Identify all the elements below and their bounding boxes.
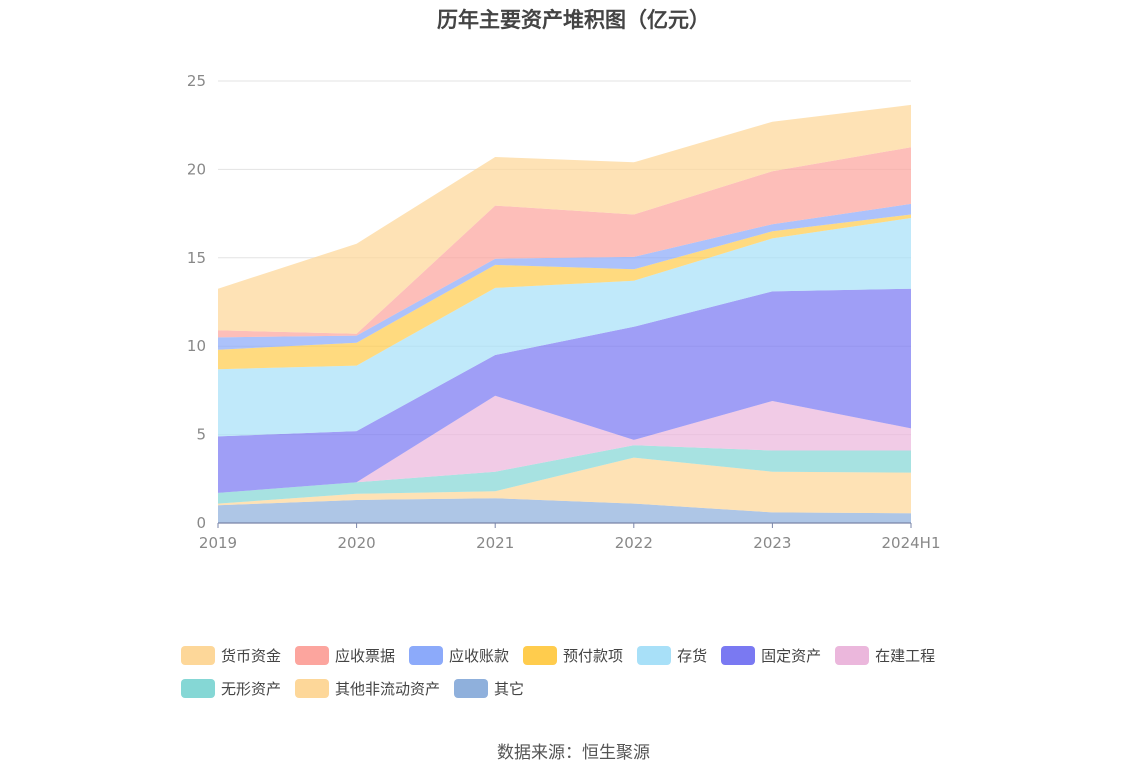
legend-label: 固定资产 xyxy=(761,647,822,665)
area-series-预付款项 xyxy=(218,214,911,370)
legend-item[interactable]: 在建工程 xyxy=(835,645,935,666)
legend-swatch xyxy=(835,646,870,665)
area-series-其它 xyxy=(218,498,911,523)
x-tick-label: 2021 xyxy=(476,534,514,552)
y-tick-label: 25 xyxy=(187,72,206,90)
legend-item[interactable]: 货币资金 xyxy=(181,645,281,666)
legend-swatch xyxy=(181,679,215,698)
x-tick-label: 2024H1 xyxy=(882,534,941,552)
y-tick-label: 5 xyxy=(196,426,206,444)
legend-swatch xyxy=(454,679,489,698)
legend-swatch xyxy=(181,646,215,665)
y-tick-label: 0 xyxy=(196,514,206,532)
legend-label: 应收票据 xyxy=(335,647,396,665)
legend-swatch xyxy=(637,646,672,665)
legend-item[interactable]: 应收票据 xyxy=(295,645,395,666)
legend-label: 预付款项 xyxy=(563,647,624,665)
legend-label: 存货 xyxy=(677,647,708,665)
legend-swatch xyxy=(409,646,444,665)
area-series-货币资金 xyxy=(218,104,911,334)
area-series-存货 xyxy=(218,218,911,437)
y-tick-label: 10 xyxy=(187,337,206,355)
legend-label: 其他非流动资产 xyxy=(335,680,441,698)
legend-label: 在建工程 xyxy=(875,647,936,665)
legend-row: 无形资产 其他非流动资产 其它 xyxy=(181,672,981,705)
legend-swatch xyxy=(721,646,756,665)
chart-title: 历年主要资产堆积图（亿元） xyxy=(437,8,710,32)
legend-item[interactable]: 应收账款 xyxy=(409,645,509,666)
legend-label: 其它 xyxy=(494,680,525,698)
x-tick-label: 2020 xyxy=(338,534,376,552)
legend-item[interactable]: 无形资产 xyxy=(181,678,281,699)
x-tick-label: 2019 xyxy=(199,534,237,552)
area-series-无形资产 xyxy=(218,445,911,504)
legend-label: 无形资产 xyxy=(221,680,282,698)
x-tick-label: 2022 xyxy=(615,534,653,552)
legend-item[interactable]: 预付款项 xyxy=(523,645,623,666)
legend-swatch xyxy=(295,679,330,698)
data-source: 数据来源：恒生聚源 xyxy=(497,743,650,763)
legend-item[interactable]: 其他非流动资产 xyxy=(295,678,440,699)
area-series-固定资产 xyxy=(218,288,911,493)
legend-label: 货币资金 xyxy=(221,647,282,665)
y-tick-label: 20 xyxy=(187,160,206,178)
legend-item[interactable]: 存货 xyxy=(637,645,707,666)
stacked-area-chart: 0 5 10 15 20 25 2019 2020 2021 2022 2023 2024H1 xyxy=(187,72,941,552)
x-tick-label: 2023 xyxy=(753,534,791,552)
legend-row: 货币资金 应收票据 应收账款 预付款项 存货 固定资产 在建工程 xyxy=(181,639,981,672)
area-series-应收票据 xyxy=(218,147,911,338)
area-series-其他非流动资产 xyxy=(218,457,911,514)
area-series-在建工程 xyxy=(218,395,911,493)
area-series-layer xyxy=(218,104,911,523)
legend-swatch xyxy=(295,646,330,665)
axes: 0 5 10 15 20 25 2019 2020 2021 2022 2023 2024H1 xyxy=(187,72,941,552)
y-tick-label: 15 xyxy=(187,249,206,267)
legend-item[interactable]: 固定资产 xyxy=(721,645,821,666)
legend: 货币资金 应收票据 应收账款 预付款项 存货 固定资产 在建工程 无形资产 其他非流动资产 其它 xyxy=(181,639,981,705)
legend-label: 应收账款 xyxy=(449,647,510,665)
area-series-应收账款 xyxy=(218,203,911,350)
legend-swatch xyxy=(523,646,558,665)
legend-item[interactable]: 其它 xyxy=(454,678,524,699)
